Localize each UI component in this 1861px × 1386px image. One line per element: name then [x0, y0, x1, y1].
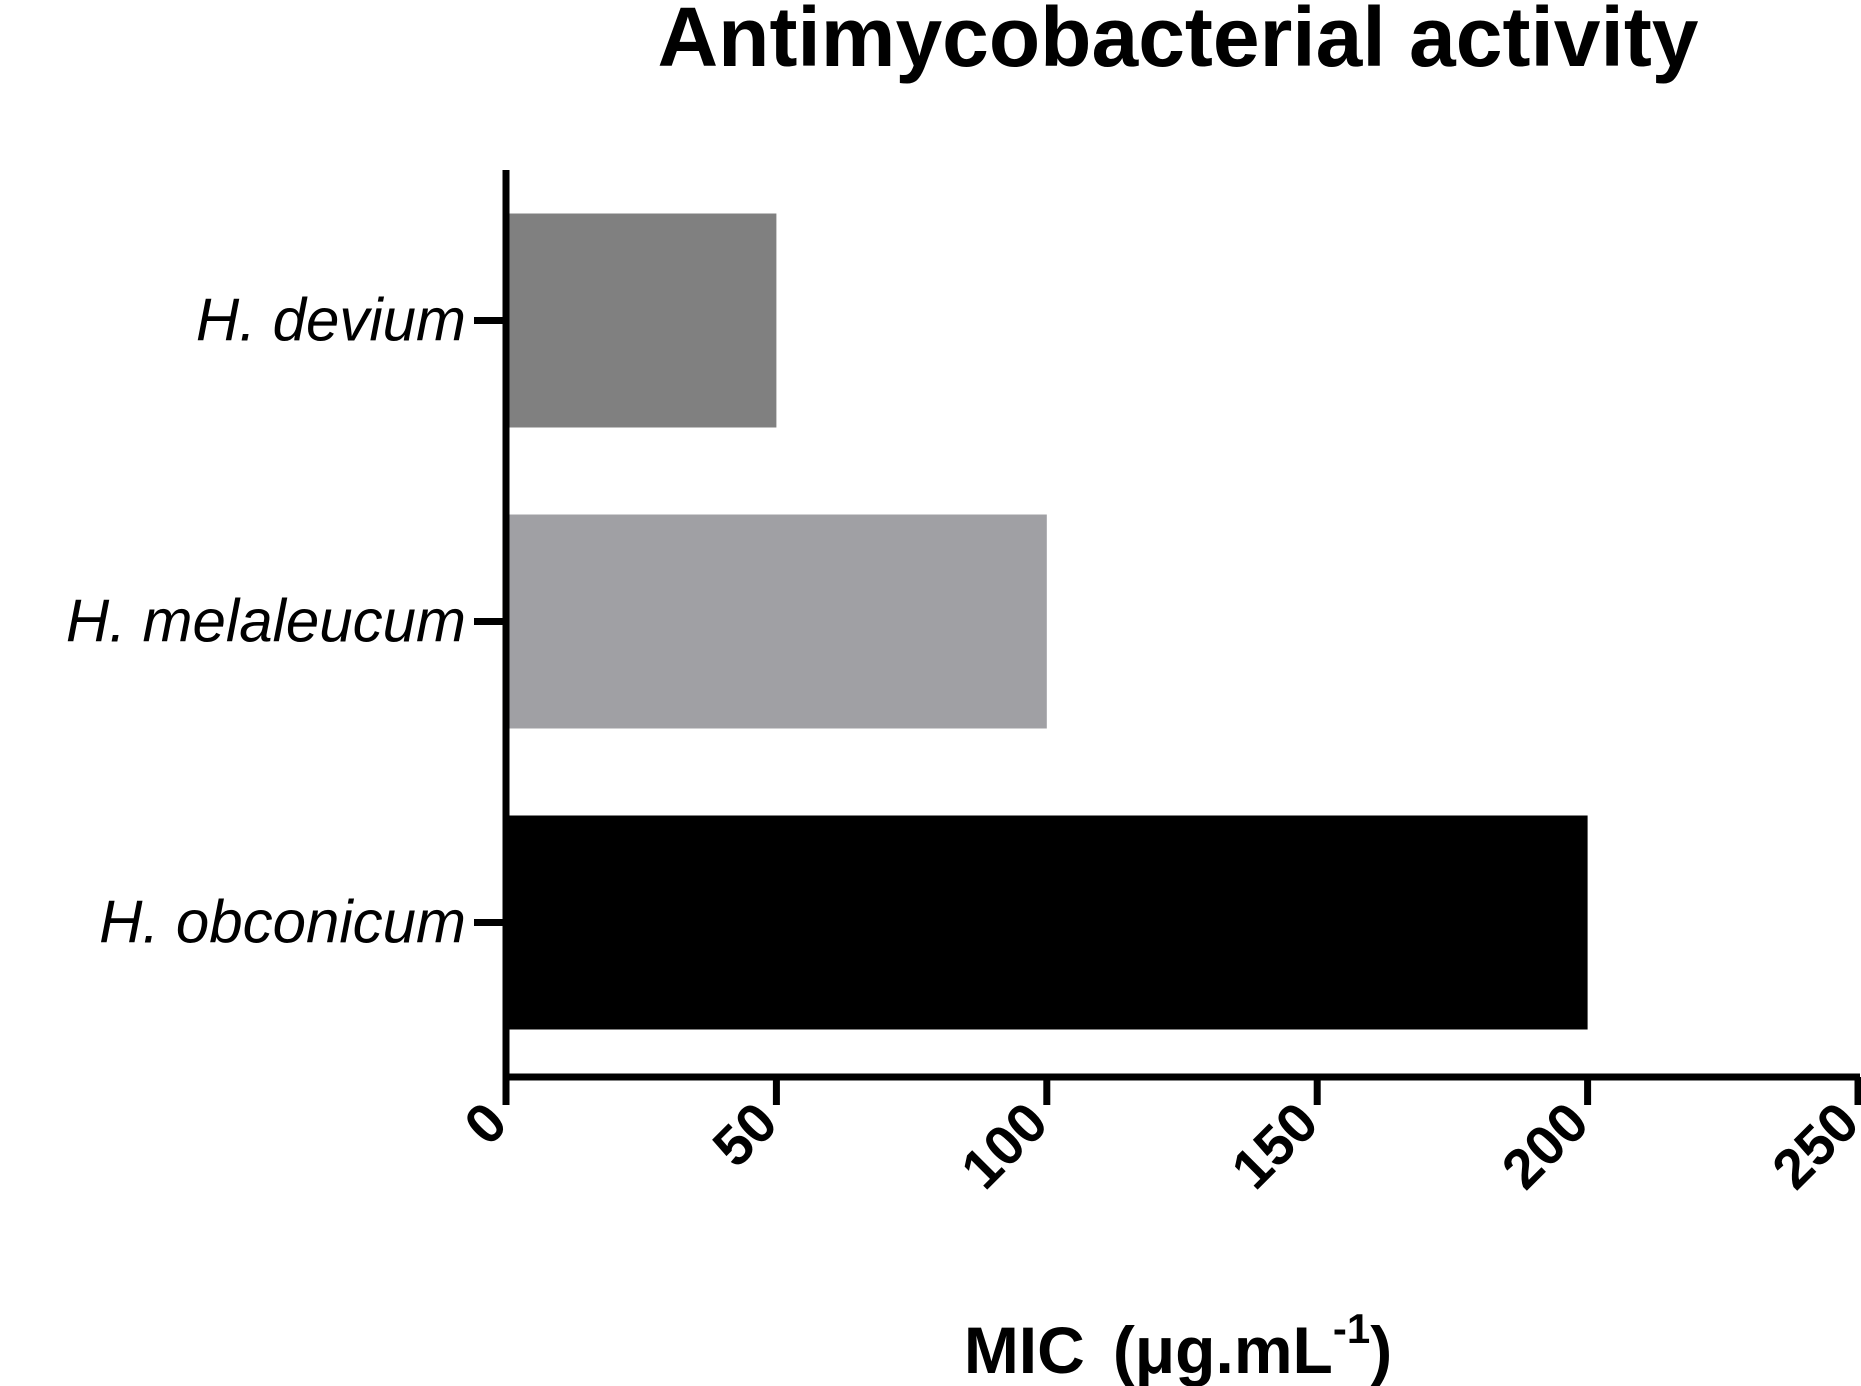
- x-tick-label: 250: [1760, 1090, 1861, 1201]
- x-ticks: [502, 1077, 1861, 1105]
- category-labels: H. devium H. melaleucum H. obconicum: [66, 287, 466, 956]
- category-label-h-obconicum: H. obconicum: [99, 889, 466, 956]
- x-tick-label: 100: [949, 1090, 1060, 1201]
- bar-h-obconicum: [506, 815, 1588, 1030]
- x-tick-label: 150: [1219, 1090, 1330, 1201]
- x-axis-label-unit: (μg.mL: [1113, 1313, 1333, 1386]
- chart-title: Antimycobacterial activity: [657, 0, 1698, 84]
- x-tick-label: 200: [1489, 1090, 1600, 1201]
- x-axis-label-close: ): [1370, 1313, 1392, 1386]
- x-tick-labels: 0 50 100 150 200 250: [452, 1090, 1861, 1201]
- x-axis-label-sup: -1: [1333, 1305, 1370, 1352]
- x-axis-label-main: MIC: [964, 1313, 1085, 1386]
- category-label-h-melaleucum: H. melaleucum: [66, 588, 466, 655]
- category-label-h-devium: H. devium: [196, 287, 466, 354]
- bar-h-devium: [506, 213, 777, 428]
- bar-h-melaleucum: [506, 514, 1047, 729]
- bars-group: [506, 213, 1588, 1030]
- y-ticks: [474, 317, 506, 926]
- x-axis-label: MIC (μg.mL-1): [964, 1305, 1392, 1386]
